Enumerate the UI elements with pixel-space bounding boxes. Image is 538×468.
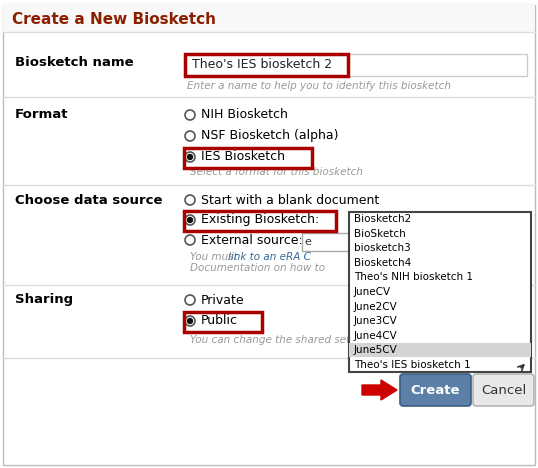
Text: e: e	[304, 237, 311, 247]
Text: Public: Public	[201, 314, 238, 328]
FancyBboxPatch shape	[3, 5, 535, 465]
Text: Start with a blank document: Start with a blank document	[201, 193, 379, 206]
Circle shape	[188, 218, 193, 222]
Circle shape	[188, 154, 193, 160]
Text: You can change the shared settings at any time.: You can change the shared settings at an…	[190, 335, 442, 345]
Text: Theo's IES biosketch 1: Theo's IES biosketch 1	[354, 360, 471, 370]
Text: NSF Biosketch (alpha): NSF Biosketch (alpha)	[201, 130, 338, 142]
FancyBboxPatch shape	[185, 54, 527, 76]
Text: Create: Create	[410, 383, 460, 396]
FancyBboxPatch shape	[3, 3, 535, 32]
Text: Existing Biosketch:: Existing Biosketch:	[201, 213, 319, 227]
Text: JuneCV: JuneCV	[354, 287, 391, 297]
Text: External source:: External source:	[201, 234, 303, 247]
Text: June3CV: June3CV	[354, 316, 398, 326]
Text: Choose data source: Choose data source	[15, 193, 162, 206]
Text: IES Biosketch: IES Biosketch	[201, 151, 285, 163]
Text: Theo's NIH biosketch 1: Theo's NIH biosketch 1	[354, 272, 473, 283]
Text: Sharing: Sharing	[15, 293, 73, 307]
FancyBboxPatch shape	[400, 374, 471, 406]
Text: June5CV: June5CV	[354, 345, 398, 355]
Text: Format: Format	[15, 109, 68, 122]
FancyBboxPatch shape	[473, 374, 534, 406]
Text: Select a format for this biosketch: Select a format for this biosketch	[190, 167, 363, 177]
Text: Biosketch4: Biosketch4	[354, 258, 411, 268]
FancyBboxPatch shape	[302, 233, 357, 251]
Polygon shape	[362, 380, 397, 400]
Text: Documentation on how to: Documentation on how to	[190, 263, 325, 273]
Circle shape	[188, 319, 193, 323]
Text: Cancel: Cancel	[481, 383, 526, 396]
Text: BioSketch: BioSketch	[354, 229, 406, 239]
Text: Theo's IES biosketch 2: Theo's IES biosketch 2	[192, 58, 332, 72]
Text: NIH Biosketch: NIH Biosketch	[201, 109, 288, 122]
Text: June4CV: June4CV	[354, 330, 398, 341]
FancyBboxPatch shape	[349, 343, 531, 358]
Text: biosketch3: biosketch3	[354, 243, 410, 253]
Text: Biosketch name: Biosketch name	[15, 57, 133, 70]
Text: Create a New Biosketch: Create a New Biosketch	[12, 12, 216, 27]
Text: link to an eRA C: link to an eRA C	[228, 252, 311, 262]
Text: Private: Private	[201, 293, 245, 307]
Text: June2CV: June2CV	[354, 301, 398, 312]
Text: Biosketch2: Biosketch2	[354, 214, 411, 224]
FancyBboxPatch shape	[185, 54, 348, 76]
Text: You must: You must	[190, 252, 241, 262]
Text: Enter a name to help you to identify this biosketch: Enter a name to help you to identify thi…	[187, 81, 451, 91]
FancyBboxPatch shape	[349, 212, 531, 372]
